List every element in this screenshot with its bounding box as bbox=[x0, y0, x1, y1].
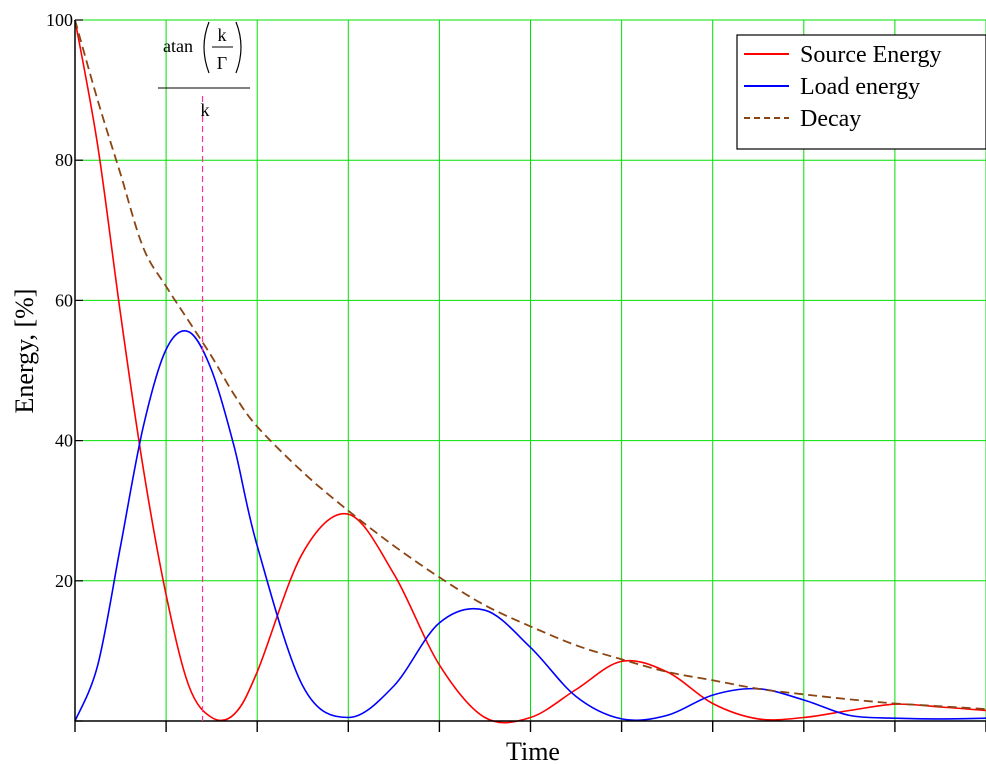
legend-label-decay: Decay bbox=[800, 106, 861, 132]
y-tick-label: 40 bbox=[55, 431, 73, 451]
phase-annotation: atan k Γ k bbox=[158, 21, 250, 721]
legend-label-source-energy: Source Energy bbox=[800, 42, 942, 68]
grid-lines bbox=[75, 19, 986, 721]
y-tick-label: 60 bbox=[55, 290, 73, 310]
annotation-denominator: k bbox=[201, 100, 210, 120]
y-tick-labels: 20 40 60 80 100 bbox=[46, 10, 83, 722]
y-axis-title: Energy, [%] bbox=[10, 289, 39, 414]
series-line-decay bbox=[74, 19, 986, 710]
y-tick-label: 100 bbox=[46, 10, 73, 30]
annotation-inner-numerator: k bbox=[218, 25, 227, 45]
series-line-load-energy bbox=[74, 330, 986, 722]
x-ticks bbox=[74, 721, 986, 732]
legend: Source Energy Load energy Decay bbox=[736, 34, 986, 150]
series-line-source-energy bbox=[74, 19, 986, 724]
annotation-left-paren bbox=[203, 21, 210, 74]
x-axis-title: Time bbox=[506, 737, 560, 764]
annotation-func: atan bbox=[163, 36, 193, 56]
legend-label-load-energy: Load energy bbox=[800, 74, 920, 100]
y-tick-label: 80 bbox=[55, 150, 73, 170]
y-tick-label: 20 bbox=[55, 571, 73, 591]
annotation-right-paren bbox=[235, 21, 242, 74]
series-lines bbox=[74, 19, 986, 724]
annotation-inner-denominator: Γ bbox=[217, 53, 227, 73]
